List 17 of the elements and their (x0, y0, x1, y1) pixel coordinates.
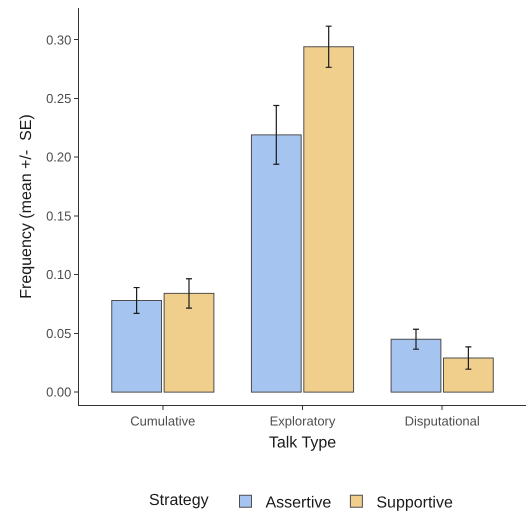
y-tick-label: 0.10 (46, 267, 72, 282)
y-tick-label: 0.05 (46, 326, 72, 341)
x-axis-title: Talk Type (268, 434, 336, 452)
legend-label: Assertive (265, 494, 332, 512)
y-axis-title: Frequency (mean +/- SE) (18, 114, 35, 299)
x-tick-label: Cumulative (130, 414, 196, 429)
x-tick-label: Exploratory (270, 414, 336, 429)
y-tick-label: 0.00 (46, 384, 72, 400)
y-tick-label: 0.25 (46, 90, 72, 106)
y-tick-label: 0.15 (46, 208, 72, 224)
legend-label: Supportive (376, 494, 453, 512)
x-tick-label: Disputational (404, 414, 480, 429)
bar (303, 46, 354, 393)
legend-title: Strategy (149, 492, 218, 510)
bar (250, 134, 302, 393)
y-tick-label: 0.30 (46, 32, 72, 48)
y-tick-label: 0.20 (46, 150, 72, 165)
